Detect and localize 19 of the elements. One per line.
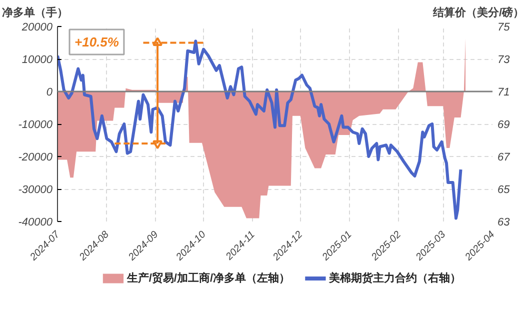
y2-tick-label: 65 [498,184,511,196]
y2-tick-label: 71 [498,86,510,98]
y2-tick-label: 69 [498,119,510,131]
y-tick-label: -20000 [18,152,54,164]
y2-tick-label: 63 [498,216,511,228]
y2-tick-label: 67 [498,152,511,164]
y-tick-label: -30000 [18,184,54,196]
annotation: +10.5% [74,34,120,50]
y-tick-label: 0 [46,86,54,98]
y2-tick-label: 73 [498,54,511,66]
legend-label: 生产/贸易/加工商/净多单（左轴） [126,272,290,284]
y-tick-label: 20000 [20,22,54,34]
y-tick-label: -10000 [18,119,54,131]
y-tick-label: 10000 [22,54,54,66]
y2-axis-title: 结算价（美分/磅） [432,5,524,20]
legend-label: 美棉期货主力合约（右轴） [328,272,462,284]
y-axis-title: 净多单（手） [2,6,68,20]
y2-tick-label: 75 [498,22,511,34]
y-tick-label: -40000 [18,216,54,228]
